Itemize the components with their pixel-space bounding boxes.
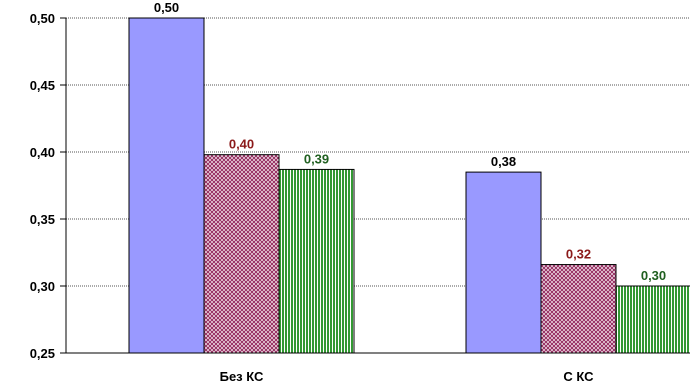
bar-series-1-cat-1: [128, 17, 205, 354]
bars: [128, 17, 690, 354]
bar-series-1-cat-2: [465, 171, 542, 354]
y-tick-label: 0,35: [30, 212, 55, 227]
x-category-label: С КС: [563, 369, 594, 384]
bar-series-3-cat-2: [615, 285, 690, 354]
y-tick-label: 0,25: [30, 346, 55, 361]
bar-series-3-cat-1: [278, 168, 355, 354]
y-tick-label: 0,50: [30, 11, 55, 26]
y-tick-label: 0,40: [30, 145, 55, 160]
data-label: 0,50: [154, 0, 179, 15]
data-label: 0,30: [641, 268, 666, 283]
x-category-label: Без КС: [220, 369, 264, 384]
data-label: 0,39: [304, 151, 329, 166]
data-label: 0,38: [491, 154, 516, 169]
y-tick-label: 0,45: [30, 78, 55, 93]
y-tick-label: 0,30: [30, 279, 55, 294]
labels: 0,25 0,30 0,35 0,40 0,45 0,50 0,50 0,40 0,39 0,38…: [30, 0, 666, 384]
data-label: 0,32: [566, 247, 591, 262]
bar-series-2-cat-1: [203, 154, 280, 354]
data-label: 0,40: [229, 137, 254, 152]
bar-series-2-cat-2: [540, 264, 617, 354]
